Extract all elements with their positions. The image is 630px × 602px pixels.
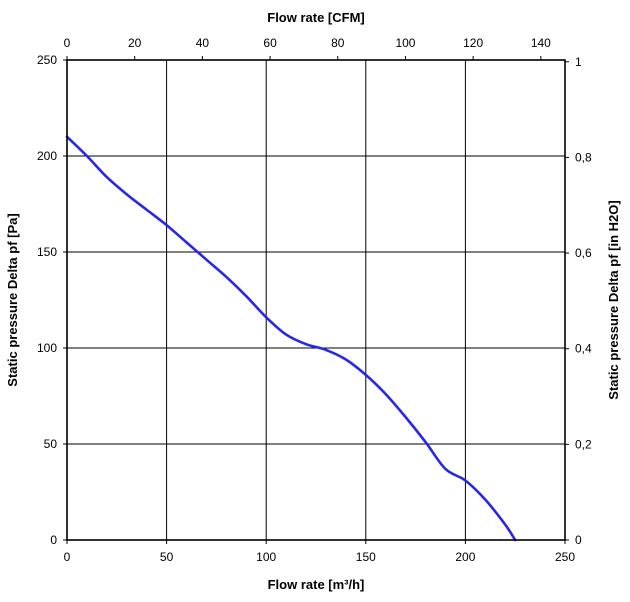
series-group [65,135,517,542]
y-right-tick-label: 0,8 [575,150,592,164]
x-bottom-tick-label: 0 [64,550,71,564]
x-top-tick-label: 60 [263,36,277,50]
x-top-tick-label: 0 [64,36,71,50]
y-right-tick-label: 0,4 [575,342,592,356]
y-right-tick-label: 0,6 [575,246,592,260]
x-bottom-tick-label: 150 [356,550,376,564]
x-top-tick-label: 120 [463,36,483,50]
x-bottom-axis-title: Flow rate [m³/h] [268,577,365,592]
x-top-axis-title: Flow rate [CFM] [267,10,365,25]
y-left-tick-label: 0 [50,533,57,547]
x-bottom-tick-label: 100 [256,550,276,564]
y-left-ticks: 0 50 100 150 200 250 [37,53,67,547]
y-left-tick-label: 100 [37,341,57,355]
y-left-tick-label: 50 [44,437,58,451]
x-bottom-tick-label: 200 [455,550,475,564]
x-bottom-ticks: 0 50 100 150 200 250 [64,540,575,564]
y-right-tick-label: 1 [575,55,582,69]
series-line [65,135,517,542]
y-left-axis-title: Static pressure Delta pf [Pa] [5,213,20,386]
x-top-tick-label: 20 [128,36,142,50]
x-top-tick-label: 40 [196,36,210,50]
y-right-tick-label: 0 [575,533,582,547]
y-left-tick-label: 150 [37,245,57,259]
x-top-tick-label: 100 [395,36,415,50]
x-top-tick-label: 140 [531,36,551,50]
y-right-tick-label: 0,2 [575,437,592,451]
y-left-tick-label: 200 [37,149,57,163]
x-top-ticks: 0 20 40 60 80 100 120 140 [64,36,551,60]
y-right-axis-title: Static pressure Delta pf [in H2O] [606,200,621,399]
y-right-ticks: 0 0,2 0,4 0,6 0,8 1 [565,55,592,547]
x-top-tick-label: 80 [331,36,345,50]
x-bottom-tick-label: 250 [555,550,575,564]
x-bottom-tick-label: 50 [160,550,174,564]
y-left-tick-label: 250 [37,53,57,67]
plot-frame [66,59,566,541]
